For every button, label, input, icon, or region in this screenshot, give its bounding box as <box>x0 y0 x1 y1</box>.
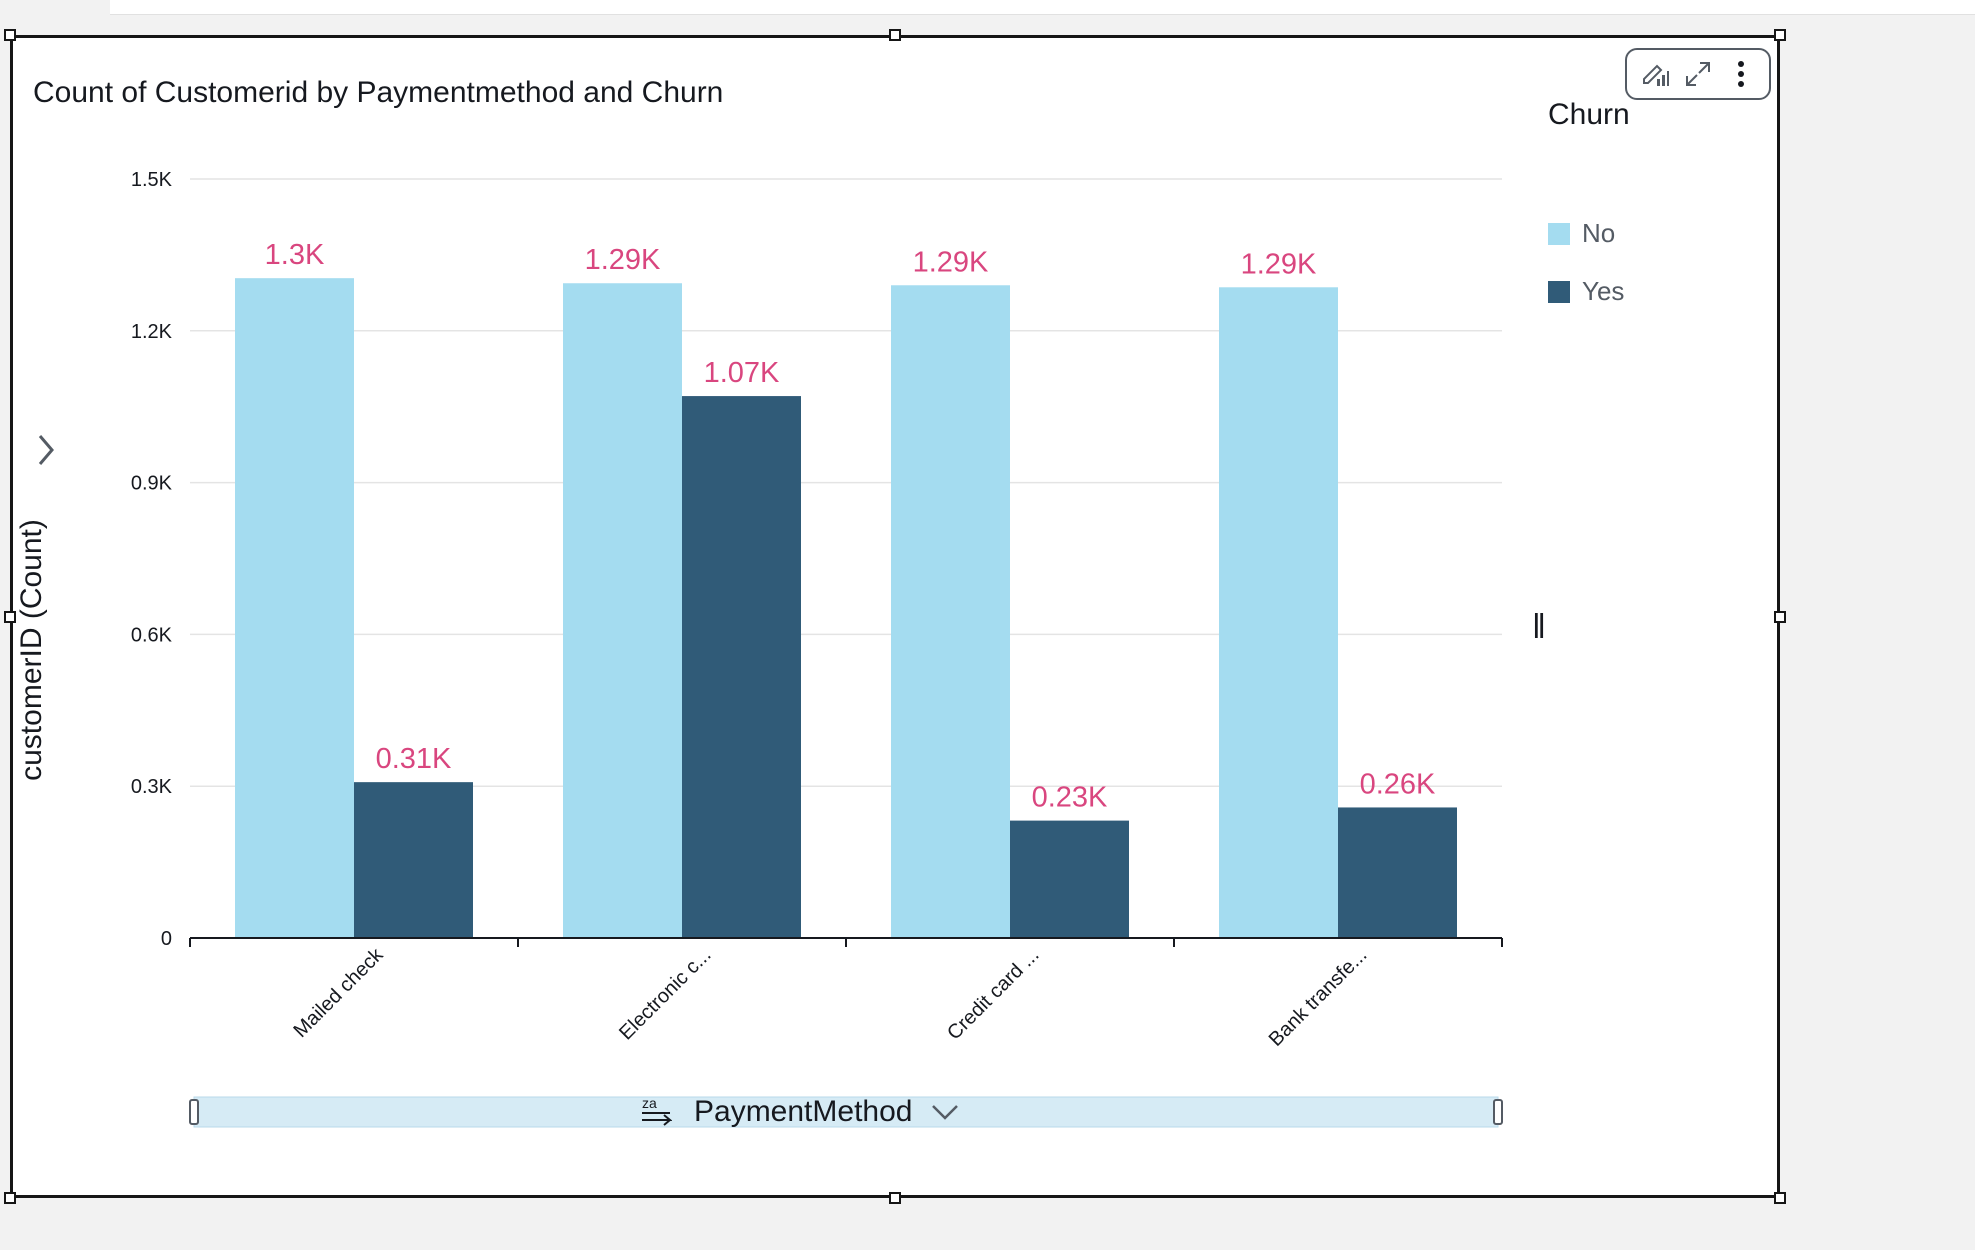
resize-handle[interactable] <box>4 611 16 623</box>
resize-handle[interactable] <box>889 29 901 41</box>
resize-handle[interactable] <box>1774 29 1786 41</box>
scrollbar-handle[interactable] <box>1493 1099 1503 1125</box>
legend-swatch-yes <box>1548 280 1570 303</box>
sort-descending-icon[interactable]: za <box>640 1096 672 1128</box>
x-tick-label: Mailed check <box>289 943 388 1042</box>
bar-yes[interactable] <box>1338 807 1457 938</box>
legend-label-no: No <box>1582 218 1616 248</box>
y-axis-chevron-icon[interactable] <box>32 430 60 470</box>
resize-handle[interactable] <box>889 1192 901 1204</box>
y-tick-label: 0.6K <box>131 624 173 646</box>
x-tick-label: Electronic c... <box>615 944 715 1044</box>
y-tick-label: 1.5K <box>131 169 173 191</box>
resize-handle[interactable] <box>1774 1192 1786 1204</box>
data-label: 1.29K <box>585 244 661 276</box>
legend-swatch-no <box>1548 222 1570 245</box>
chart-title: Count of Customerid by Paymentmethod and… <box>33 76 724 109</box>
visual-toolbar <box>1625 48 1771 100</box>
bar-no[interactable] <box>891 285 1010 938</box>
legend-title: Churn <box>1548 98 1630 131</box>
format-visual-icon[interactable] <box>1638 57 1672 91</box>
x-axis-title: za PaymentMethod <box>640 1095 960 1129</box>
expand-icon[interactable] <box>1681 57 1715 91</box>
bar-no[interactable] <box>1219 287 1338 938</box>
legend-label-yes: Yes <box>1582 276 1625 306</box>
chevron-down-icon[interactable] <box>930 1102 960 1122</box>
y-tick-label: 1.2K <box>131 321 173 343</box>
more-options-icon[interactable] <box>1724 57 1758 91</box>
data-label: 1.07K <box>704 357 780 389</box>
y-tick-label: 0.9K <box>131 473 173 495</box>
top-strip <box>110 0 1975 15</box>
y-tick-label: 0.3K <box>131 776 173 798</box>
resize-grip-icon[interactable]: ‖ <box>1532 608 1547 646</box>
resize-handle[interactable] <box>1774 611 1786 623</box>
data-label: 1.29K <box>913 246 989 278</box>
resize-handle[interactable] <box>4 1192 16 1204</box>
bar-no[interactable] <box>235 278 354 938</box>
scrollbar-handle[interactable] <box>189 1099 199 1125</box>
y-axis-label: customerID (Count) <box>15 519 48 781</box>
bar-yes[interactable] <box>354 782 473 938</box>
svg-text:za: za <box>642 1096 657 1111</box>
bar-no[interactable] <box>563 283 682 939</box>
data-label: 0.23K <box>1032 782 1108 814</box>
x-tick-label: Bank transfe... <box>1265 944 1372 1051</box>
bar-yes[interactable] <box>1010 820 1129 938</box>
legend-item-no[interactable]: No <box>1548 218 1615 249</box>
x-axis-label: PaymentMethod <box>694 1095 913 1128</box>
legend-item-yes[interactable]: Yes <box>1548 276 1624 307</box>
data-label: 1.3K <box>265 239 325 271</box>
resize-handle[interactable] <box>4 29 16 41</box>
data-label: 1.29K <box>1241 248 1317 280</box>
data-label: 0.31K <box>376 743 452 775</box>
x-tick-label: Credit card ... <box>943 944 1043 1044</box>
y-tick-label: 0 <box>161 928 172 950</box>
data-label: 0.26K <box>1360 768 1436 800</box>
bar-yes[interactable] <box>682 396 801 939</box>
